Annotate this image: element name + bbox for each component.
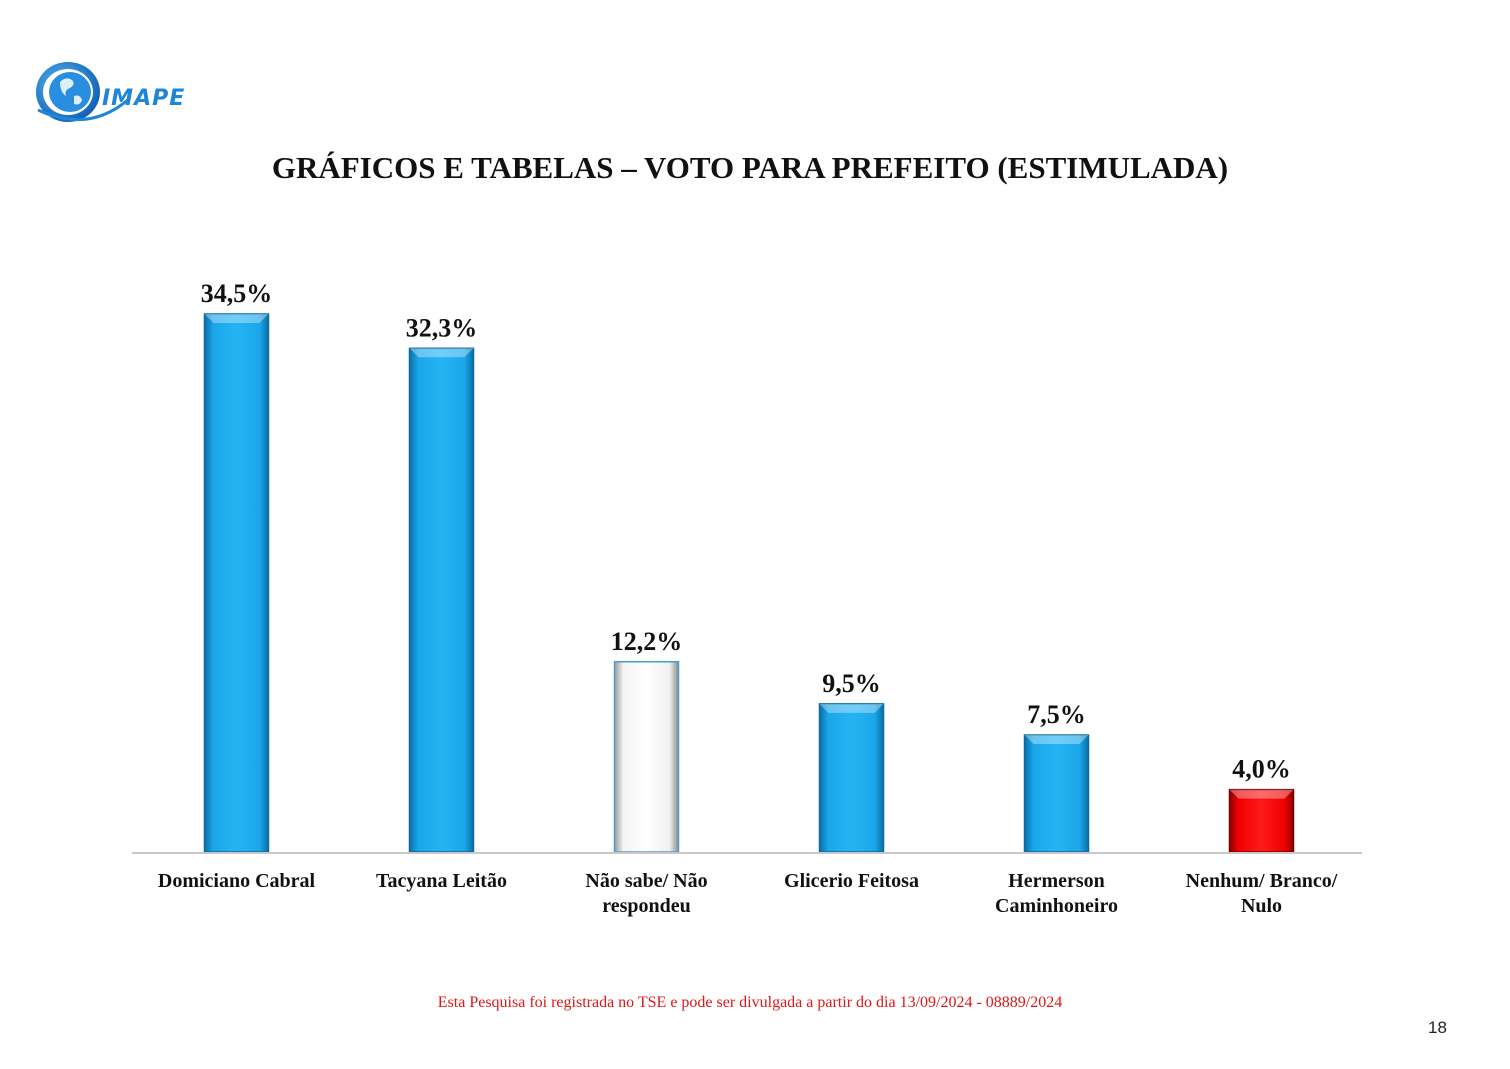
page-number: 18 bbox=[1428, 1018, 1447, 1037]
logo-text: IMAPE bbox=[102, 86, 186, 111]
value-label-3: 9,5% bbox=[822, 669, 881, 698]
value-label-4: 7,5% bbox=[1027, 700, 1086, 729]
globe-swoosh-logo-icon bbox=[36, 62, 132, 122]
category-label-2: Não sabe/ Não respondeu bbox=[585, 870, 707, 917]
category-label-3: Glicerio Feitosa bbox=[784, 870, 919, 892]
tse-registration-note: Esta Pesquisa foi registrada no TSE e po… bbox=[437, 994, 1063, 1011]
value-label-2: 12,2% bbox=[611, 627, 683, 656]
bar-1 bbox=[408, 347, 475, 853]
bar-3 bbox=[818, 703, 885, 853]
category-label-4: Hermerson Caminhoneiro bbox=[995, 870, 1118, 917]
bar-bevel-5 bbox=[1229, 789, 1294, 799]
bar-2 bbox=[613, 661, 680, 853]
category-label-5: Nenhum/ Branco/Nulo bbox=[1186, 870, 1338, 917]
bar-0 bbox=[203, 313, 270, 853]
bar-bevel-4 bbox=[1024, 735, 1089, 745]
bar-bevel-1 bbox=[409, 348, 474, 358]
bar-bevel-3 bbox=[819, 703, 884, 713]
category-label-1: Tacyana Leitão bbox=[376, 870, 507, 892]
page-title: GRÁFICOS E TABELAS – VOTO PARA PREFEITO … bbox=[271, 150, 1229, 185]
value-label-1: 32,3% bbox=[406, 313, 478, 342]
value-label-5: 4,0% bbox=[1232, 755, 1291, 784]
value-label-0: 34,5% bbox=[201, 279, 273, 308]
category-label-0: Domiciano Cabral bbox=[158, 870, 316, 892]
bar-bevel-0 bbox=[204, 314, 269, 323]
imape-logo: IMAPE bbox=[30, 52, 190, 132]
bar-4 bbox=[1023, 734, 1090, 853]
bar-5 bbox=[1228, 788, 1295, 853]
